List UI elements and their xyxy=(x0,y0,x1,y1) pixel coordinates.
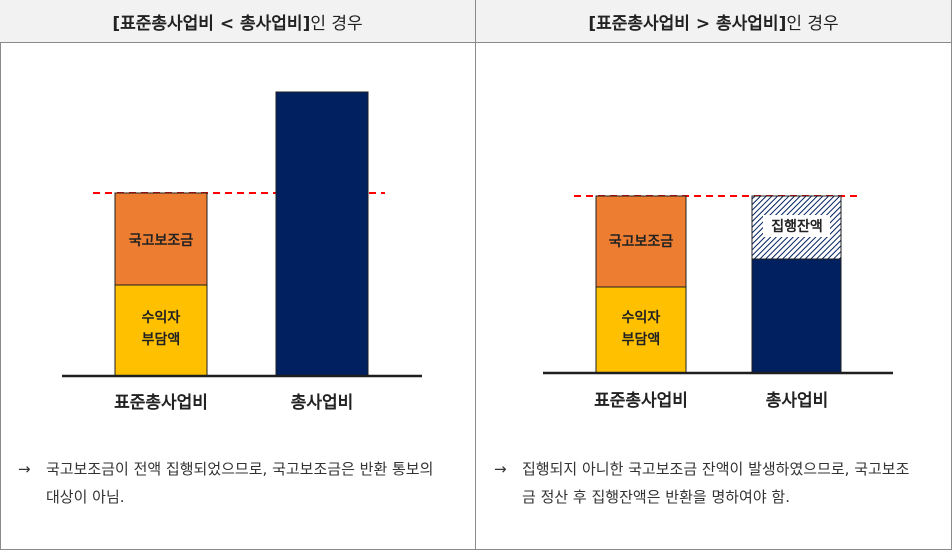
right-diagram: 국고보조금 수익자 부담액 집행잔액 표준총사업비 총사업비 xyxy=(543,195,893,411)
left-bar2-total-cost xyxy=(275,91,369,377)
left-bar2-axis-label: 총사업비 xyxy=(291,393,354,413)
right-bar1-axis-label: 표준총사업비 xyxy=(594,391,688,411)
left-bar1-beneficiary-segment xyxy=(114,284,208,377)
left-note: → 국고보조금이 전액 집행되었으므로, 국고보조금은 반환 통보의 대상이 아… xyxy=(18,455,468,515)
left-note-arrow: → xyxy=(18,460,31,478)
right-bar1-top-label: 국고보조금 xyxy=(609,234,674,250)
left-header-bold: [표준총사업비 < 총사업비] xyxy=(112,13,311,34)
panel-divider xyxy=(475,0,476,549)
right-header-bold: [표준총사업비 > 총사업비] xyxy=(588,13,787,34)
left-diagram: 국고보조금 수익자 부담액 표준총사업비 총사업비 xyxy=(62,91,422,413)
left-bar1-top-label: 국고보조금 xyxy=(129,233,194,249)
left-bar1-bottom-label-line2: 부담액 xyxy=(142,331,181,348)
left-bar1-subsidy-segment xyxy=(114,192,208,286)
right-header-rest: 인 경우 xyxy=(786,13,839,34)
right-note: → 집행되지 아니한 국고보조금 잔액이 발생하였으므로, 국고보조금 정산 후… xyxy=(494,455,944,515)
right-bar2-total-cost xyxy=(751,258,842,374)
right-panel-header: [표준총사업비 > 총사업비] 인 경우 xyxy=(476,0,951,43)
right-bar1-beneficiary-segment xyxy=(595,286,687,374)
right-bar1-bottom-label-line2: 부담액 xyxy=(622,331,661,348)
right-bar2-hatch-label: 집행잔액 xyxy=(771,218,823,235)
right-bar2-axis-label: 총사업비 xyxy=(766,391,829,411)
left-panel-header: [표준총사업비 < 총사업비] 인 경우 xyxy=(0,0,475,43)
right-note-text: 집행되지 아니한 국고보조금 잔액이 발생하였으므로, 국고보조금 정산 후 집… xyxy=(522,460,910,506)
right-hatch-label-box xyxy=(763,215,830,237)
left-bar1-axis-label: 표준총사업비 xyxy=(114,393,208,413)
left-header-rest: 인 경우 xyxy=(310,13,363,34)
right-bar1-bottom-label-line1: 수익자 xyxy=(622,309,661,326)
left-note-text: 국고보조금이 전액 집행되었으므로, 국고보조금은 반환 통보의 대상이 아님. xyxy=(46,460,434,506)
left-bar1-bottom-label-line1: 수익자 xyxy=(142,309,181,326)
right-note-arrow: → xyxy=(494,460,507,478)
right-bar1-subsidy-segment xyxy=(595,195,687,288)
